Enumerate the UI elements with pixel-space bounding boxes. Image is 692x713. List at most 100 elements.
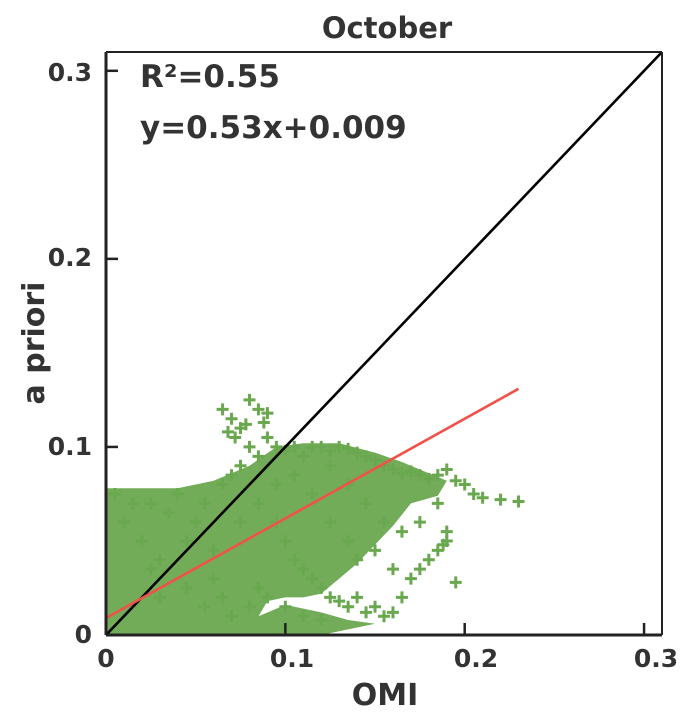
scatter-point xyxy=(288,469,301,482)
scatter-point xyxy=(342,442,355,455)
scatter-point xyxy=(395,591,408,604)
scatter-point xyxy=(360,606,373,619)
scatter-point xyxy=(306,487,319,500)
scatter-point xyxy=(229,431,242,444)
scatter-point xyxy=(180,581,193,594)
scatter-point xyxy=(422,472,435,485)
scatter-point xyxy=(216,591,229,604)
scatter-points xyxy=(106,393,525,635)
scatter-point xyxy=(315,581,328,594)
x-ticks xyxy=(104,623,646,635)
scatter-point xyxy=(440,463,453,476)
scatter-point xyxy=(207,572,220,585)
scatter-point xyxy=(144,563,157,576)
scatter-point xyxy=(512,495,525,508)
scatter-point xyxy=(288,553,301,566)
scatter-point xyxy=(306,572,319,585)
y-tick-label: 0 xyxy=(75,620,92,649)
scatter-point xyxy=(162,506,175,519)
scatter-point xyxy=(239,418,252,431)
scatter-point xyxy=(386,606,399,619)
scatter-point xyxy=(395,467,408,480)
dense-point-cloud xyxy=(106,443,447,635)
scatter-point xyxy=(413,516,426,529)
scatter-point xyxy=(449,576,462,589)
scatter-point xyxy=(386,563,399,576)
scatter-point xyxy=(216,478,229,491)
scatter-point xyxy=(270,478,283,491)
scatter-point xyxy=(431,497,444,510)
y-tick-label: 0.3 xyxy=(48,58,92,87)
x-tick-label: 0 xyxy=(97,644,114,673)
scatter-point xyxy=(279,600,292,613)
scatter-point xyxy=(279,534,292,547)
scatter-point xyxy=(342,534,355,547)
scatter-point xyxy=(351,446,364,459)
scatter-point xyxy=(386,463,399,476)
scatter-point xyxy=(297,450,310,463)
scatter-point xyxy=(476,491,489,504)
scatter-point xyxy=(216,403,229,416)
scatter-point xyxy=(243,393,256,406)
scatter-point xyxy=(135,534,148,547)
scatter-point xyxy=(198,497,211,510)
scatter-point xyxy=(252,497,265,510)
scatter-point xyxy=(207,544,220,557)
scatter-point xyxy=(198,600,211,613)
scatter-point xyxy=(360,497,373,510)
scatter-point xyxy=(360,450,373,463)
point-markers xyxy=(108,393,525,626)
scatter-point xyxy=(252,581,265,594)
scatter-point xyxy=(243,440,256,453)
scatter-point xyxy=(437,538,450,551)
y-tick-label: 0.2 xyxy=(48,243,92,272)
axes xyxy=(104,51,663,637)
scatter-point xyxy=(494,493,507,506)
scatter-point xyxy=(288,440,301,453)
scatter-point xyxy=(413,469,426,482)
scatter-point xyxy=(378,610,390,623)
scatter-point xyxy=(378,516,390,529)
scatter-point xyxy=(324,516,337,529)
scatter-point xyxy=(225,469,238,482)
scatter-point xyxy=(351,553,364,566)
scatter-point xyxy=(315,613,328,626)
scatter-point xyxy=(261,407,274,420)
scatter-point xyxy=(234,516,247,529)
scatter-point xyxy=(252,403,265,416)
scatter-point xyxy=(243,600,256,613)
scatter-point xyxy=(422,553,435,566)
scatter-point xyxy=(225,610,238,623)
chart-title: October xyxy=(322,11,453,45)
scatter-point xyxy=(315,440,328,453)
one-to-one-line xyxy=(105,51,663,636)
scatter-point xyxy=(261,431,274,444)
scatter-point xyxy=(351,591,364,604)
regression-equation-annotation: y=0.53x+0.009 xyxy=(140,110,407,146)
regression-line xyxy=(105,387,520,620)
scatter-point xyxy=(467,487,480,500)
scatter-point xyxy=(225,412,238,425)
scatter-point xyxy=(333,595,346,608)
x-tick-label: 0.1 xyxy=(270,644,314,673)
scatter-point xyxy=(369,544,382,557)
scatter-point xyxy=(270,440,283,453)
scatter-point xyxy=(458,478,471,491)
scatter-point xyxy=(234,459,247,472)
scatter-point xyxy=(144,497,157,510)
y-axis-title: a priori xyxy=(17,282,52,405)
scatter-point xyxy=(171,487,184,500)
y-tick-label: 0.1 xyxy=(48,432,92,461)
scatter-point xyxy=(153,591,166,604)
y-ticks xyxy=(106,69,118,637)
x-tick-label: 0.3 xyxy=(634,644,678,673)
scatter-point xyxy=(440,525,453,538)
scatter-point xyxy=(333,440,346,453)
scatter-point xyxy=(108,487,121,500)
scatter-point xyxy=(404,465,417,478)
scatter-point xyxy=(189,516,202,529)
scatter-point xyxy=(404,572,417,585)
scatter-point xyxy=(257,416,270,429)
scatter-point xyxy=(395,525,408,538)
